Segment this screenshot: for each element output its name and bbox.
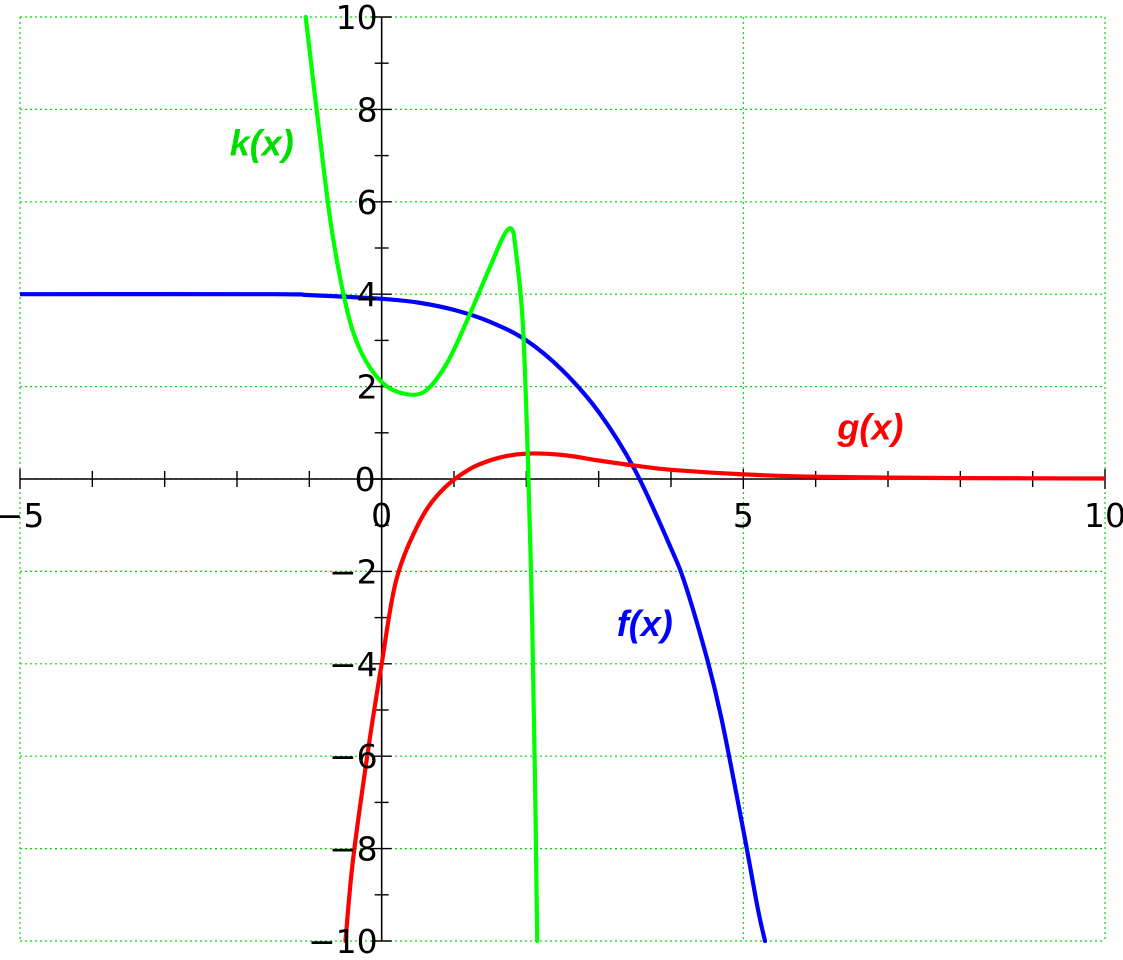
x-tick-label: 10	[1084, 496, 1123, 535]
y-tick-label: 6	[357, 183, 378, 222]
y-tick-label: 8	[357, 90, 378, 129]
y-tick-label: 4	[357, 275, 378, 314]
curve-fx	[20, 292, 768, 943]
y-tick-label: −4	[329, 645, 378, 684]
x-tick-label: 5	[733, 496, 754, 535]
curve-gx	[343, 451, 1105, 943]
curve-label-fx: f(x)	[617, 603, 673, 644]
curves	[20, 15, 1105, 943]
y-tick-label: −8	[329, 830, 378, 869]
x-tick-label: −5	[0, 496, 44, 535]
curve-kx	[303, 15, 540, 943]
y-tick-label: −6	[329, 737, 378, 776]
y-tick-label: 2	[357, 368, 378, 407]
y-tick-label: −10	[308, 922, 378, 960]
x-tick-label: 0	[371, 496, 392, 535]
y-tick-label: −2	[329, 552, 378, 591]
curve-label-gx: g(x)	[836, 407, 903, 448]
curve-label-kx: k(x)	[230, 123, 294, 164]
y-tick-label: 10	[336, 0, 378, 37]
y-tick-label: 0	[355, 460, 376, 499]
